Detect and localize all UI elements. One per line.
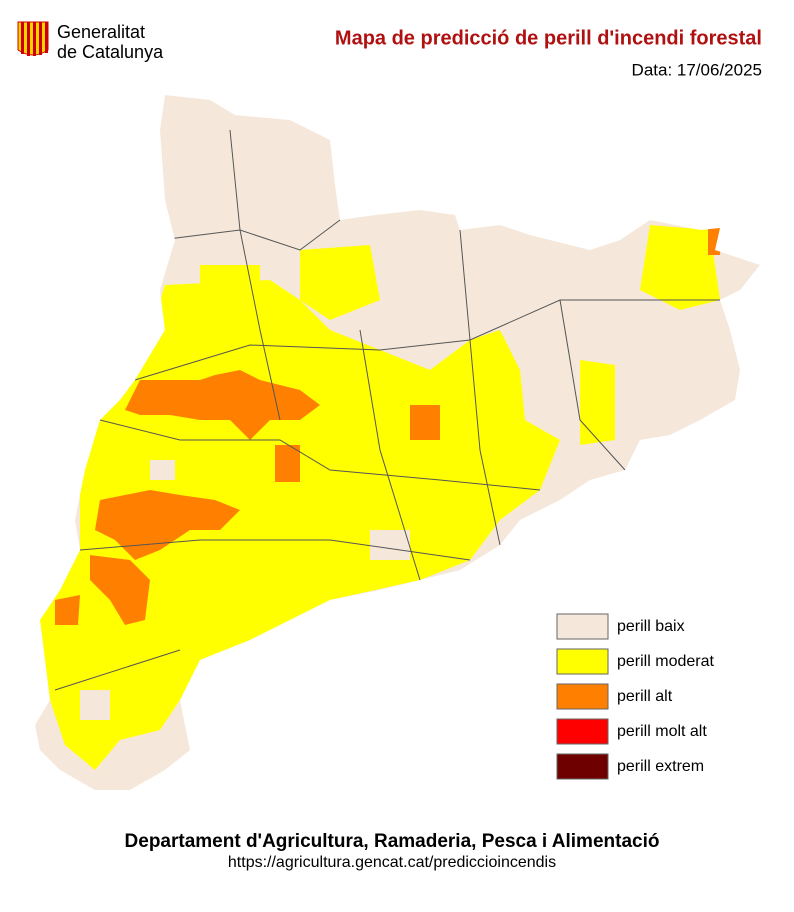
- logo: [17, 21, 49, 56]
- footer-department: Departament d'Agricultura, Ramaderia, Pe…: [125, 831, 660, 852]
- legend-swatch: [556, 718, 609, 745]
- legend-label: perill moderat: [617, 653, 714, 670]
- logo-text: Generalitat: [57, 22, 145, 42]
- legend-swatch: [556, 613, 609, 640]
- legend-label: perill alt: [617, 688, 673, 705]
- logo-text: de Catalunya: [57, 42, 164, 62]
- map: [35, 95, 760, 790]
- legend-label: perill baix: [617, 618, 685, 635]
- date: Data: 17/06/2025: [632, 60, 762, 79]
- footer-url: https://agricultura.gencat.cat/prediccio…: [228, 854, 556, 871]
- legend: perill baix perill moderat perill alt peril…: [556, 613, 714, 780]
- legend-swatch: [556, 648, 609, 675]
- legend-label: perill molt alt: [617, 723, 707, 740]
- legend-swatch: [556, 683, 609, 710]
- legend-label: perill extrem: [617, 758, 704, 775]
- legend-swatch: [556, 753, 609, 780]
- title: Mapa de predicció de perill d'incendi fo…: [335, 27, 762, 49]
